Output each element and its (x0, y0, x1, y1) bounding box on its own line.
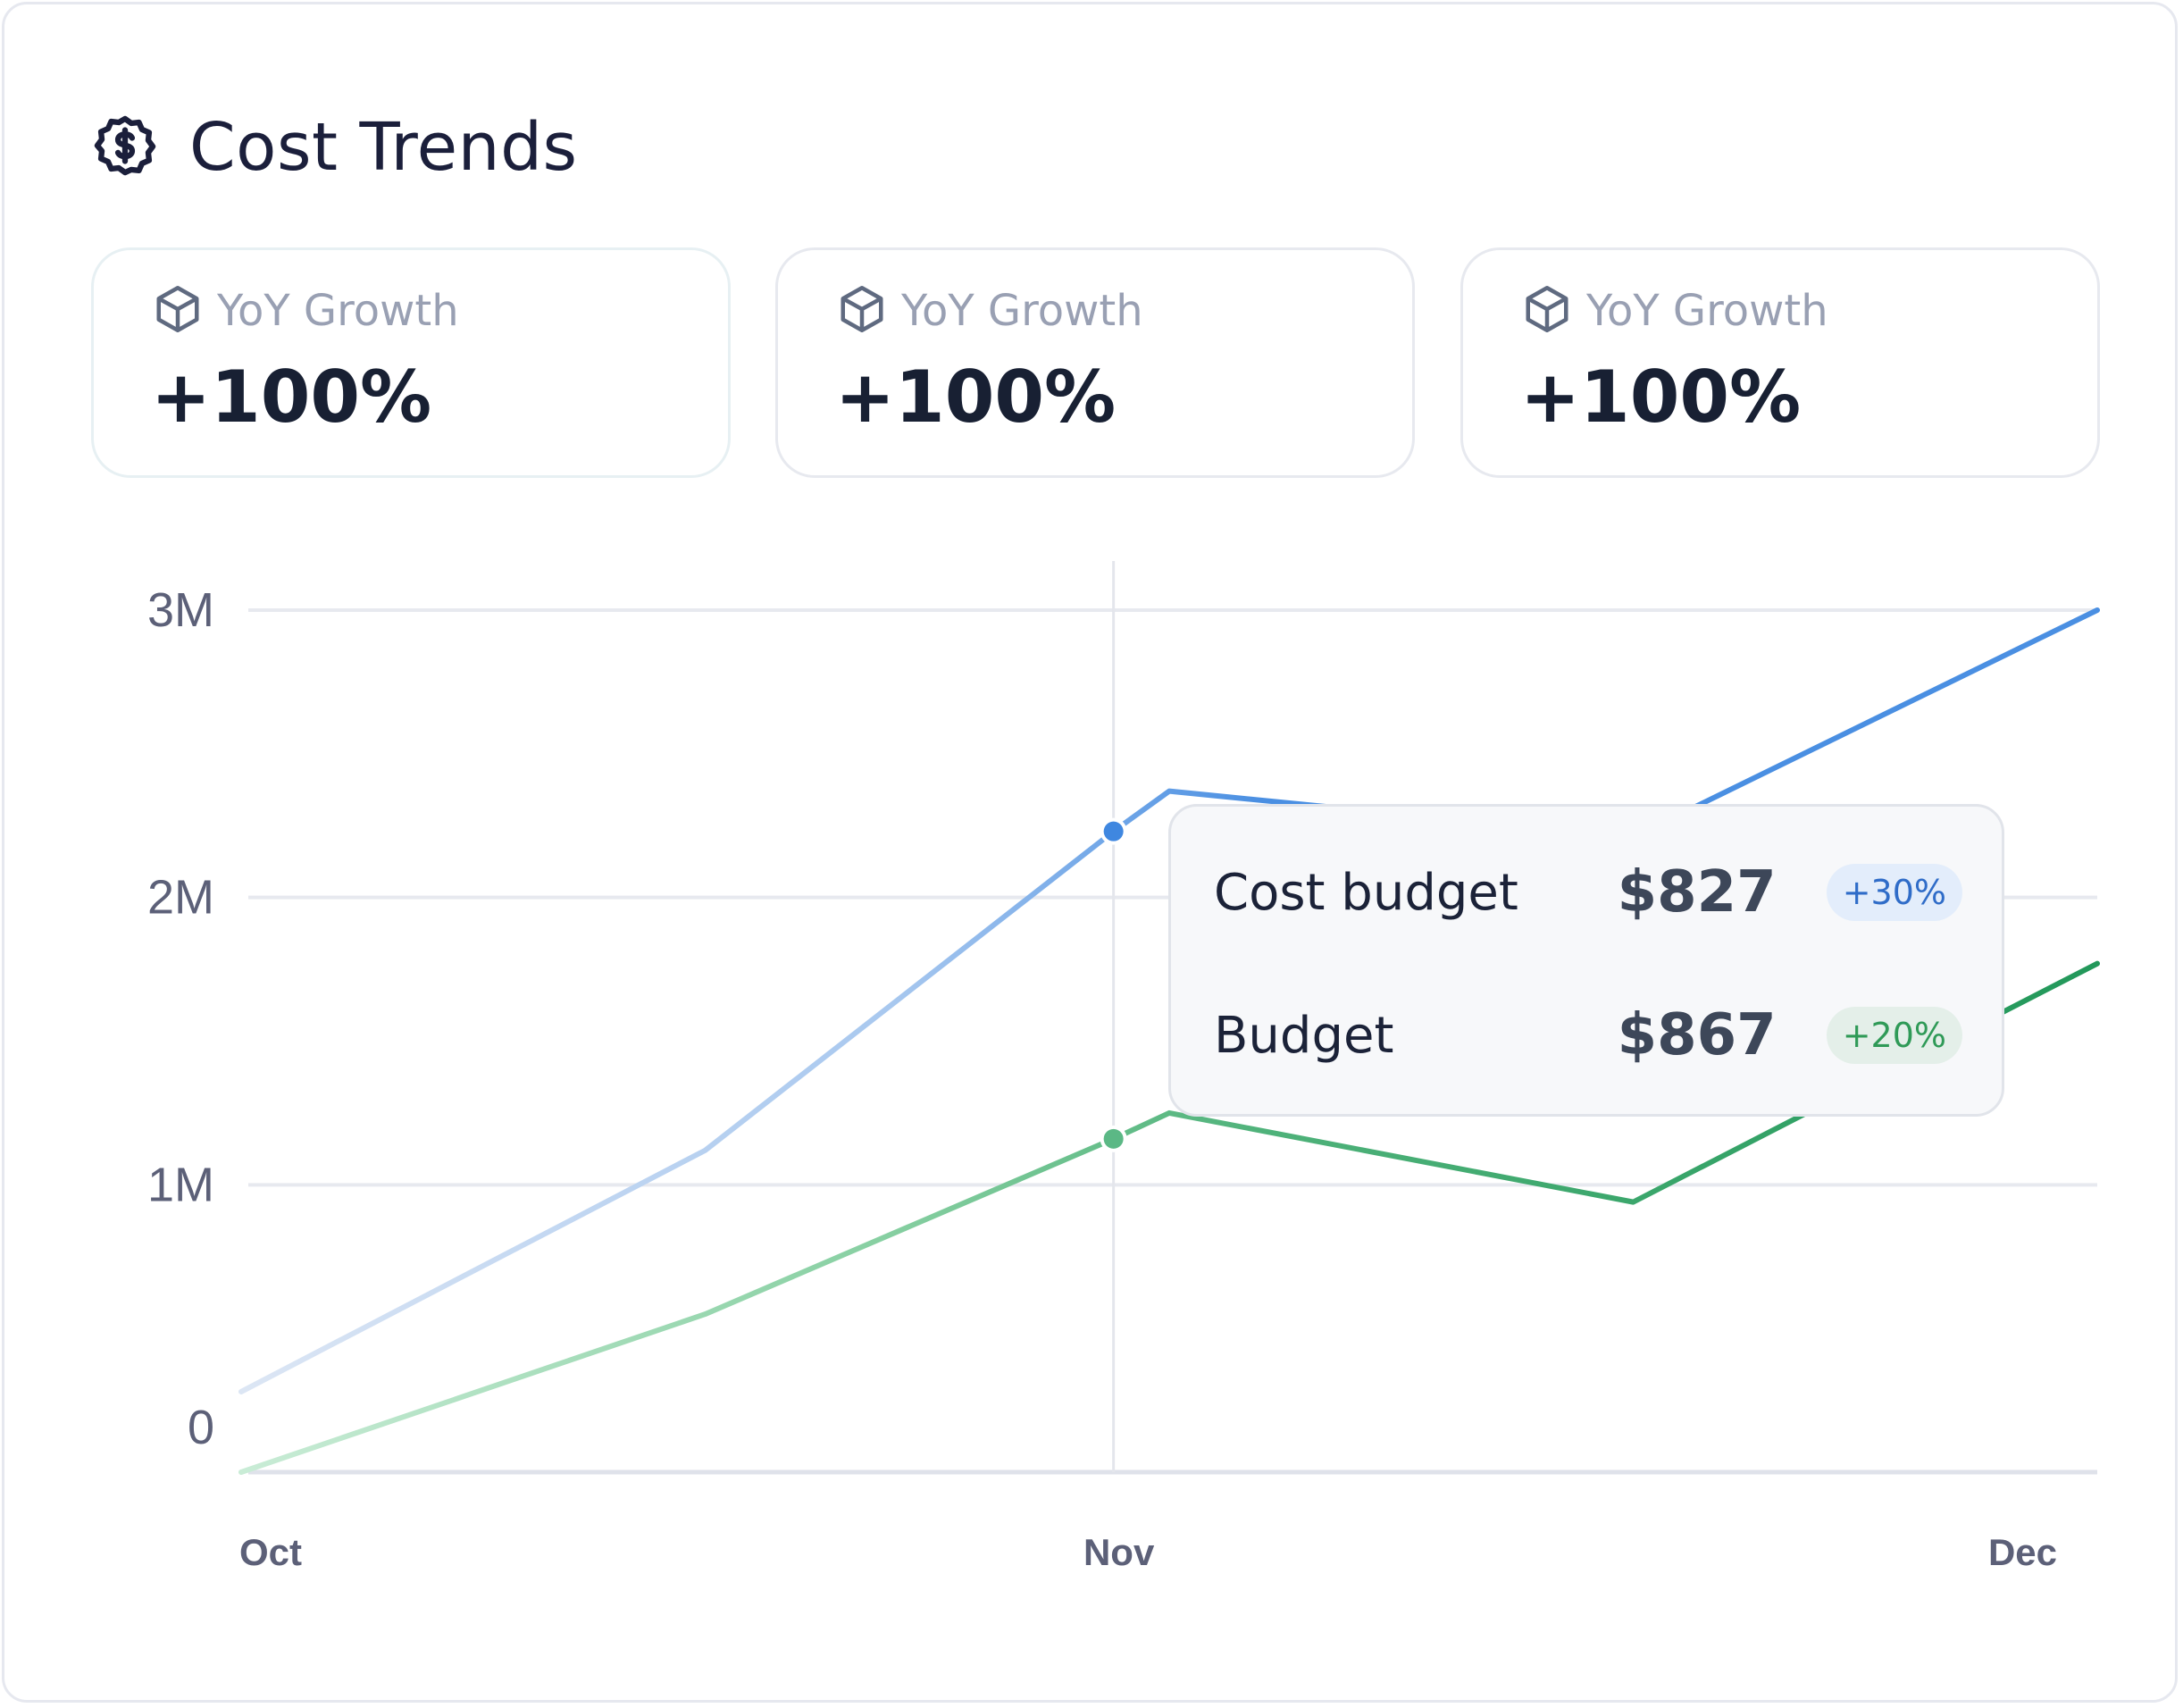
kpi-value: +100% (835, 356, 1117, 439)
kpi-card: YoY Growth +100% (1460, 247, 2100, 478)
page-title: Cost Trends (189, 109, 578, 186)
change-badge: +20% (1826, 1007, 1962, 1064)
x-tick-label: Nov (1083, 1531, 1155, 1573)
cube-icon (1520, 282, 1574, 339)
tooltip-value: $827 (1617, 859, 1777, 925)
series-line-cost-budget (238, 607, 2100, 1394)
x-tick-label: Oct (239, 1531, 302, 1573)
cube-icon (835, 282, 889, 339)
y-tick-label: 2M (147, 871, 214, 925)
y-tick-label: 3M (147, 583, 214, 637)
kpi-card: YoY Growth +100% (91, 247, 731, 478)
series-line-budget (238, 960, 2100, 1475)
kpi-label: YoY Growth (1586, 286, 1828, 336)
tooltip-label: Budget (1214, 1006, 1394, 1065)
card-header: Cost Trends (91, 101, 578, 194)
x-tick-label: Dec (1988, 1531, 2057, 1573)
kpi-card: YoY Growth +100% (775, 247, 1415, 478)
chart-tooltip: Cost budget $827 +30% Budget $867 +20% (1168, 804, 2004, 1117)
kpi-label: YoY Growth (217, 286, 459, 336)
tooltip-label: Cost budget (1214, 863, 1518, 922)
tooltip-row-budget: Budget $867 +20% (1214, 1000, 1962, 1071)
kpi-value: +100% (151, 356, 432, 439)
hover-dot (1103, 1128, 1124, 1149)
kpi-value: +100% (1520, 356, 1802, 439)
hover-dot (1103, 821, 1124, 841)
cube-icon (151, 282, 205, 339)
y-tick-label: 0 (188, 1401, 214, 1454)
y-tick-label: 1M (147, 1158, 214, 1211)
dollar-badge-icon (91, 112, 159, 183)
change-badge: +30% (1826, 864, 1962, 921)
kpi-label: YoY Growth (901, 286, 1143, 336)
tooltip-value: $867 (1617, 1002, 1777, 1068)
tooltip-row-cost-budget: Cost budget $827 +30% (1214, 857, 1962, 928)
